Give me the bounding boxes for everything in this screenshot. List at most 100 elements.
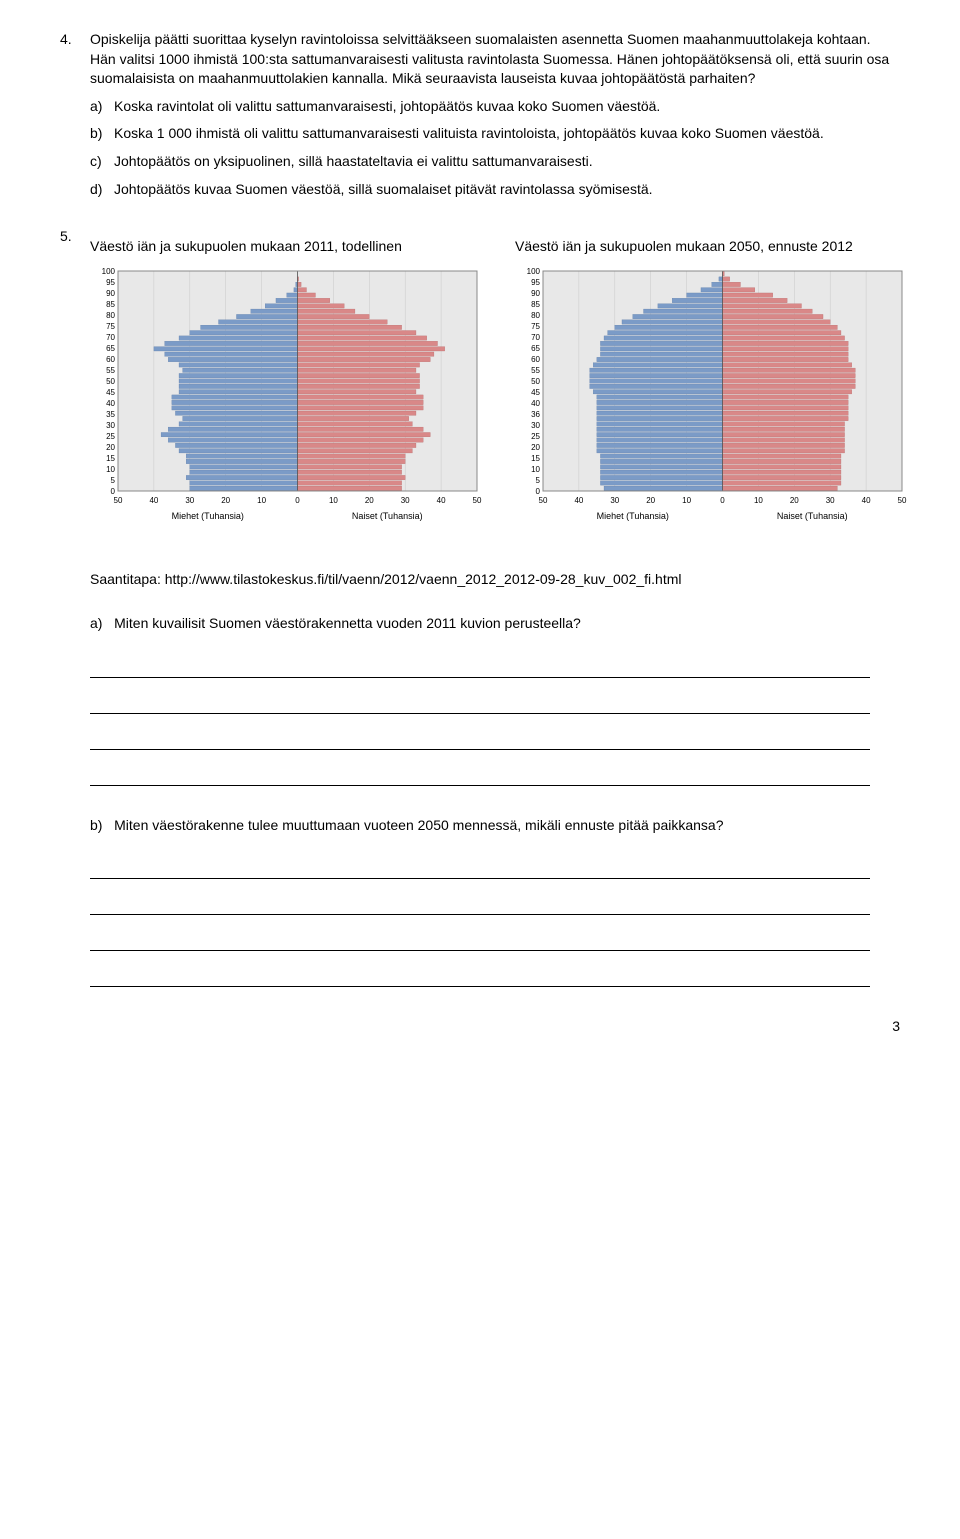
svg-text:50: 50: [473, 496, 482, 505]
svg-text:30: 30: [610, 496, 619, 505]
option-text: Johtopäätös on yksipuolinen, sillä haast…: [114, 152, 900, 172]
svg-text:60: 60: [106, 355, 115, 364]
svg-text:95: 95: [531, 278, 540, 287]
question-4: 4. Opiskelija päätti suorittaa kyselyn r…: [60, 30, 900, 207]
svg-text:50: 50: [106, 377, 115, 386]
q4-number: 4.: [60, 30, 90, 207]
svg-text:Naiset (Tuhansia): Naiset (Tuhansia): [777, 511, 848, 521]
subq-text: Miten väestörakenne tulee muuttumaan vuo…: [114, 817, 723, 833]
chart-left-col: Väestö iän ja sukupuolen mukaan 2011, to…: [90, 237, 485, 530]
svg-text:95: 95: [106, 278, 115, 287]
svg-text:50: 50: [531, 377, 540, 386]
svg-text:20: 20: [646, 496, 655, 505]
svg-text:20: 20: [365, 496, 374, 505]
svg-text:10: 10: [257, 496, 266, 505]
option-label: d): [90, 180, 114, 200]
write-line: [90, 750, 870, 786]
svg-text:40: 40: [106, 399, 115, 408]
svg-text:85: 85: [531, 300, 540, 309]
svg-text:40: 40: [862, 496, 871, 505]
subq-text: Miten kuvailisit Suomen väestörakennetta…: [114, 615, 581, 631]
write-line: [90, 642, 870, 678]
chart-right-col: Väestö iän ja sukupuolen mukaan 2050, en…: [515, 237, 910, 530]
svg-text:36: 36: [531, 410, 540, 419]
q4-option-d: d) Johtopäätös kuvaa Suomen väestöä, sil…: [90, 180, 900, 200]
svg-text:10: 10: [106, 465, 115, 474]
svg-text:40: 40: [149, 496, 158, 505]
svg-text:65: 65: [531, 344, 540, 353]
svg-text:Miehet (Tuhansia): Miehet (Tuhansia): [172, 511, 244, 521]
q4-option-b: b) Koska 1 000 ihmistä oli valittu sattu…: [90, 124, 900, 144]
q5-number: 5.: [60, 227, 90, 550]
option-label: a): [90, 97, 114, 117]
population-pyramid-2011: 1009590858075706560555045403530252015105…: [90, 265, 485, 525]
svg-text:35: 35: [106, 410, 115, 419]
svg-text:65: 65: [106, 344, 115, 353]
svg-text:55: 55: [106, 366, 115, 375]
charts-row: Väestö iän ja sukupuolen mukaan 2011, to…: [90, 237, 910, 530]
svg-text:0: 0: [295, 496, 300, 505]
svg-text:60: 60: [531, 355, 540, 364]
svg-text:70: 70: [106, 333, 115, 342]
svg-text:90: 90: [106, 289, 115, 298]
svg-text:80: 80: [106, 311, 115, 320]
svg-text:30: 30: [401, 496, 410, 505]
svg-text:20: 20: [221, 496, 230, 505]
svg-text:25: 25: [106, 432, 115, 441]
option-text: Koska ravintolat oli valittu sattumanvar…: [114, 97, 900, 117]
svg-text:20: 20: [106, 443, 115, 452]
q5-body: Väestö iän ja sukupuolen mukaan 2011, to…: [90, 227, 910, 550]
write-line: [90, 915, 870, 951]
svg-text:0: 0: [720, 496, 725, 505]
question-5: 5. Väestö iän ja sukupuolen mukaan 2011,…: [60, 227, 900, 550]
svg-text:0: 0: [536, 487, 541, 496]
svg-text:75: 75: [106, 322, 115, 331]
svg-text:10: 10: [754, 496, 763, 505]
svg-text:30: 30: [106, 421, 115, 430]
option-text: Johtopäätös kuvaa Suomen väestöä, sillä …: [114, 180, 900, 200]
q4-option-c: c) Johtopäätös on yksipuolinen, sillä ha…: [90, 152, 900, 172]
subq-label: a): [90, 615, 102, 631]
svg-text:40: 40: [574, 496, 583, 505]
option-text: Koska 1 000 ihmistä oli valittu sattuman…: [114, 124, 900, 144]
svg-text:30: 30: [826, 496, 835, 505]
svg-text:50: 50: [114, 496, 123, 505]
svg-text:Naiset (Tuhansia): Naiset (Tuhansia): [352, 511, 423, 521]
chart-left-title: Väestö iän ja sukupuolen mukaan 2011, to…: [90, 237, 485, 257]
svg-text:50: 50: [539, 496, 548, 505]
svg-text:Miehet (Tuhansia): Miehet (Tuhansia): [597, 511, 669, 521]
q5-subq-a: a) Miten kuvailisit Suomen väestörakenne…: [90, 614, 900, 634]
svg-text:55: 55: [531, 366, 540, 375]
svg-text:100: 100: [527, 267, 541, 276]
chart-right-title: Väestö iän ja sukupuolen mukaan 2050, en…: [515, 237, 910, 257]
svg-text:40: 40: [531, 399, 540, 408]
svg-text:10: 10: [329, 496, 338, 505]
svg-text:5: 5: [536, 476, 541, 485]
subq-label: b): [90, 817, 102, 833]
q4-body: Opiskelija päätti suorittaa kyselyn ravi…: [90, 30, 900, 207]
svg-text:100: 100: [102, 267, 116, 276]
source-text: Saantitapa: http://www.tilastokeskus.fi/…: [90, 570, 900, 590]
svg-text:80: 80: [531, 311, 540, 320]
q4-intro: Opiskelija päätti suorittaa kyselyn ravi…: [90, 30, 900, 89]
svg-text:30: 30: [531, 421, 540, 430]
svg-text:0: 0: [111, 487, 116, 496]
page-number: 3: [60, 1017, 900, 1037]
svg-text:20: 20: [531, 443, 540, 452]
svg-text:90: 90: [531, 289, 540, 298]
q4-option-a: a) Koska ravintolat oli valittu sattuman…: [90, 97, 900, 117]
write-line: [90, 843, 870, 879]
svg-text:25: 25: [531, 432, 540, 441]
svg-text:40: 40: [437, 496, 446, 505]
svg-text:10: 10: [682, 496, 691, 505]
svg-text:15: 15: [531, 454, 540, 463]
q5-subq-b: b) Miten väestörakenne tulee muuttumaan …: [90, 816, 900, 836]
write-line: [90, 951, 870, 987]
write-line: [90, 678, 870, 714]
svg-text:20: 20: [790, 496, 799, 505]
population-pyramid-2050: 1009590858075706560555045403630252015105…: [515, 265, 910, 525]
svg-text:75: 75: [531, 322, 540, 331]
write-line: [90, 879, 870, 915]
svg-text:45: 45: [106, 388, 115, 397]
svg-text:10: 10: [531, 465, 540, 474]
